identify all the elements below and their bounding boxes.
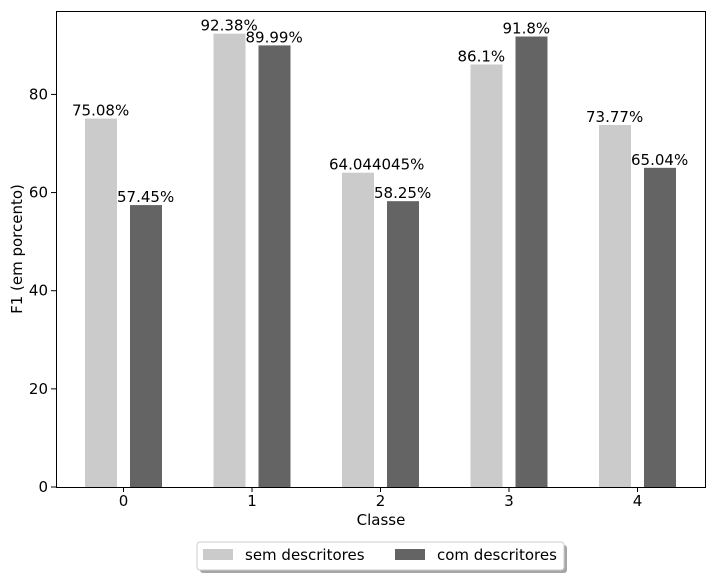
x-axis-label: Classe (357, 511, 406, 529)
data-label-com-descritores-class-0: 57.45% (117, 188, 174, 206)
data-label-sem-descritores-class-2: 64.044045% (329, 156, 424, 174)
data-label-com-descritores-class-3: 91.8% (503, 20, 551, 38)
bar-sem-descritores-class-1 (213, 33, 246, 488)
data-label-com-descritores-class-1: 89.99% (246, 28, 303, 46)
bar-sem-descritores-class-0 (85, 118, 117, 487)
data-label-sem-descritores-class-0: 75.08% (72, 102, 129, 120)
bar-com-descritores-class-4 (644, 167, 676, 487)
y-tick-label-0: 0 (38, 478, 48, 496)
y-tick-label-80: 80 (29, 85, 48, 103)
bars-layer (85, 33, 676, 488)
x-tick-label-1: 1 (247, 492, 257, 510)
data-labels-layer: 75.08% 92.38% 64.044045% 86.1% 73.77% 57.45% 8… (72, 17, 688, 206)
data-label-com-descritores-class-4: 65.04% (631, 151, 688, 169)
legend-label-sem-descritores: sem descritores (245, 546, 365, 564)
y-tick-label-60: 60 (29, 184, 48, 202)
data-label-sem-descritores-class-1: 92.38% (201, 17, 258, 35)
bar-com-descritores-class-2 (387, 201, 419, 487)
y-axis: 0 20 40 60 80 (29, 85, 56, 496)
x-tick-label-3: 3 (504, 492, 514, 510)
x-tick-label-0: 0 (119, 492, 129, 510)
y-axis-label: F1 (em porcento) (8, 184, 26, 314)
bar-com-descritores-class-3 (515, 36, 548, 488)
legend: sem descritores com descritores (196, 541, 567, 573)
bar-com-descritores-class-1 (258, 45, 291, 487)
x-tick-label-4: 4 (633, 492, 643, 510)
bar-sem-descritores-class-3 (470, 64, 503, 488)
y-tick-label-40: 40 (29, 282, 48, 300)
data-label-com-descritores-class-2: 58.25% (374, 184, 431, 202)
legend-swatch-sem-descritores (203, 549, 233, 560)
bar-com-descritores-class-0 (130, 205, 162, 487)
x-axis: 0 1 2 3 4 (119, 487, 643, 510)
legend-label-com-descritores: com descritores (437, 546, 557, 564)
x-tick-label-2: 2 (376, 492, 386, 510)
legend-box (196, 541, 565, 571)
legend-swatch-com-descritores (395, 549, 425, 560)
data-label-sem-descritores-class-3: 86.1% (458, 47, 506, 65)
bar-sem-descritores-class-4 (599, 124, 631, 488)
bar-sem-descritores-class-2 (342, 172, 374, 488)
data-label-sem-descritores-class-4: 73.77% (586, 108, 643, 126)
y-tick-label-20: 20 (29, 380, 48, 398)
